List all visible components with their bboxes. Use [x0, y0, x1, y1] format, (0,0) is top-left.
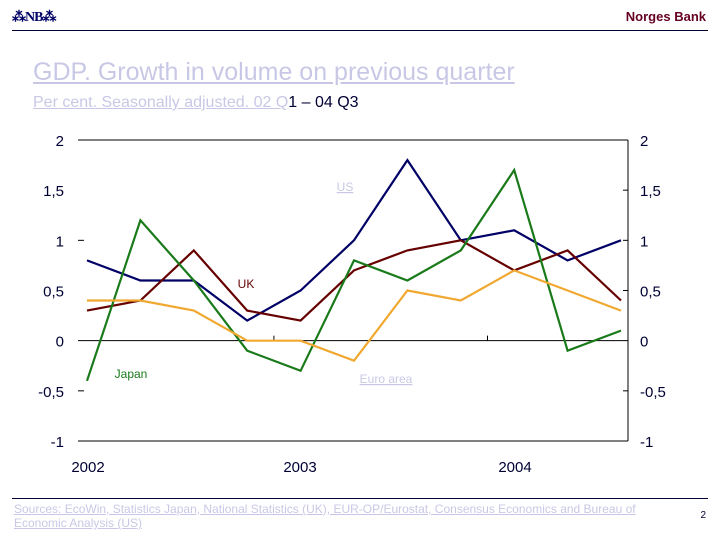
- series-label-japan: Japan: [115, 367, 148, 381]
- y-tick-label-right: 2: [640, 133, 648, 150]
- series-label-euro-area: Euro area: [360, 372, 413, 386]
- chart-title: GDP. Growth in volume on previous quarte…: [33, 58, 515, 86]
- y-tick-label-left: 0,5: [43, 284, 64, 301]
- y-tick-label-right: 1: [640, 233, 648, 250]
- y-tick-label-left: -1: [51, 434, 64, 451]
- series-line-uk: [86, 239, 622, 322]
- chart-axes: 2 1,5 1 0,5 0 -0,5 -1 2 1,5 1 0,5 0 -0,5 -1 2002 2003 20…: [38, 133, 666, 476]
- y-tick-label-left: -0,5: [38, 384, 64, 401]
- x-tick-label: 2003: [283, 459, 316, 476]
- y-tick-label-left: 2: [56, 133, 64, 150]
- chart-labels: US UK Japan Euro area: [115, 180, 413, 386]
- sources-note: Sources: EcoWin, Statistics Japan, Natio…: [14, 502, 636, 530]
- y-tick-label-right: -0,5: [640, 384, 666, 401]
- page-number: 2: [700, 510, 706, 521]
- y-tick-label-left: 1,5: [43, 183, 64, 200]
- y-tick-label-right: 1,5: [640, 183, 661, 200]
- chart-subtitle: Per cent. Seasonally adjusted. 02 Q1 – 0…: [33, 94, 359, 112]
- series-label-uk: UK: [238, 277, 255, 291]
- series-label-us: US: [337, 180, 354, 194]
- footer-divider: [12, 498, 708, 499]
- brand-name: Norges Bank: [625, 9, 706, 24]
- subtitle-part2: 1 – 04 Q3: [288, 94, 359, 111]
- chart-series: [85, 158, 622, 382]
- subtitle-part1: Per cent. Seasonally adjusted. 02 Q: [33, 94, 289, 111]
- y-tick-label-right: 0,5: [640, 284, 661, 301]
- header-divider: [12, 30, 708, 31]
- y-tick-label-left: 1: [56, 233, 64, 250]
- y-tick-label-left: 0: [56, 334, 64, 351]
- series-line-japan: [85, 167, 622, 382]
- x-tick-label: 2002: [71, 459, 104, 476]
- x-tick-label: 2004: [498, 459, 531, 476]
- y-tick-label-right: 0: [640, 334, 648, 351]
- series-line-us: [86, 158, 622, 322]
- series-line-euro-area: [87, 269, 622, 363]
- norges-bank-logo: ⁂NB⁂: [12, 10, 56, 25]
- y-tick-label-right: -1: [640, 434, 653, 451]
